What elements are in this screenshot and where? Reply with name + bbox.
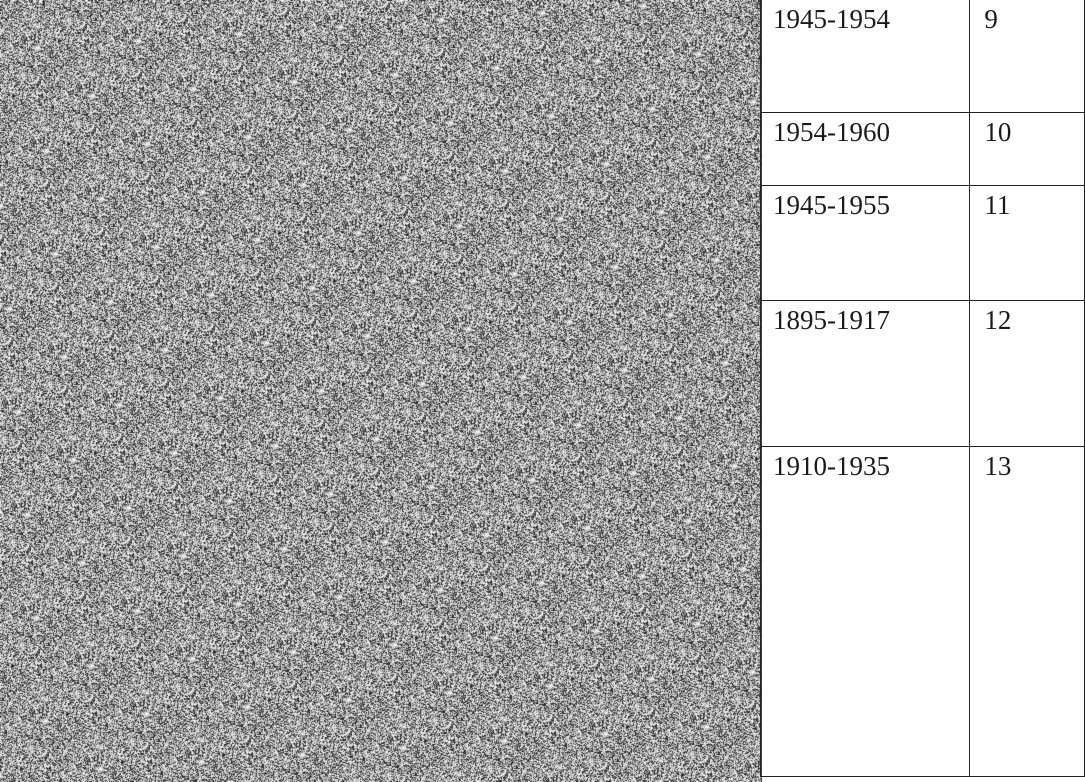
- table-row: 1910-1935 13: [759, 446, 1085, 777]
- period-text: 1945-1955: [773, 189, 890, 220]
- table-row: 1895-1917 12: [759, 300, 1085, 447]
- margin-tick: [0, 302, 10, 303]
- period-cell: 1910-1935: [759, 446, 971, 777]
- margin-tick: [0, 128, 10, 129]
- period-cell: 1895-1917: [759, 300, 971, 447]
- number-text: 13: [984, 450, 1012, 481]
- period-text: 1945-1954: [773, 4, 890, 34]
- period-text: 1895-1917: [773, 304, 890, 335]
- obscured-image-area: [0, 0, 762, 782]
- number-cell: 13: [969, 446, 1085, 777]
- number-cell: 9: [969, 0, 1085, 113]
- period-text: 1954-1960: [773, 116, 890, 147]
- period-cell: 1945-1955: [759, 185, 971, 301]
- table-row: 1945-1955 11: [759, 185, 1085, 301]
- number-cell: 10: [969, 112, 1085, 186]
- period-cell: 1945-1954: [759, 0, 971, 113]
- period-cell: 1954-1960: [759, 112, 971, 186]
- period-number-table: 1945-1954 9 1954-1960 10 1945-1955 11 18…: [759, 0, 1085, 777]
- period-text: 1910-1935: [773, 450, 890, 481]
- number-text: 9: [984, 4, 998, 34]
- number-cell: 11: [969, 185, 1085, 301]
- number-cell: 12: [969, 300, 1085, 447]
- margin-tick: [0, 448, 10, 449]
- number-text: 10: [984, 116, 1012, 147]
- table-row: 1954-1960 10: [759, 112, 1085, 186]
- number-text: 11: [984, 189, 1011, 220]
- margin-tick: [0, 190, 10, 191]
- number-text: 12: [984, 304, 1012, 335]
- table-row: 1945-1954 9: [759, 0, 1085, 113]
